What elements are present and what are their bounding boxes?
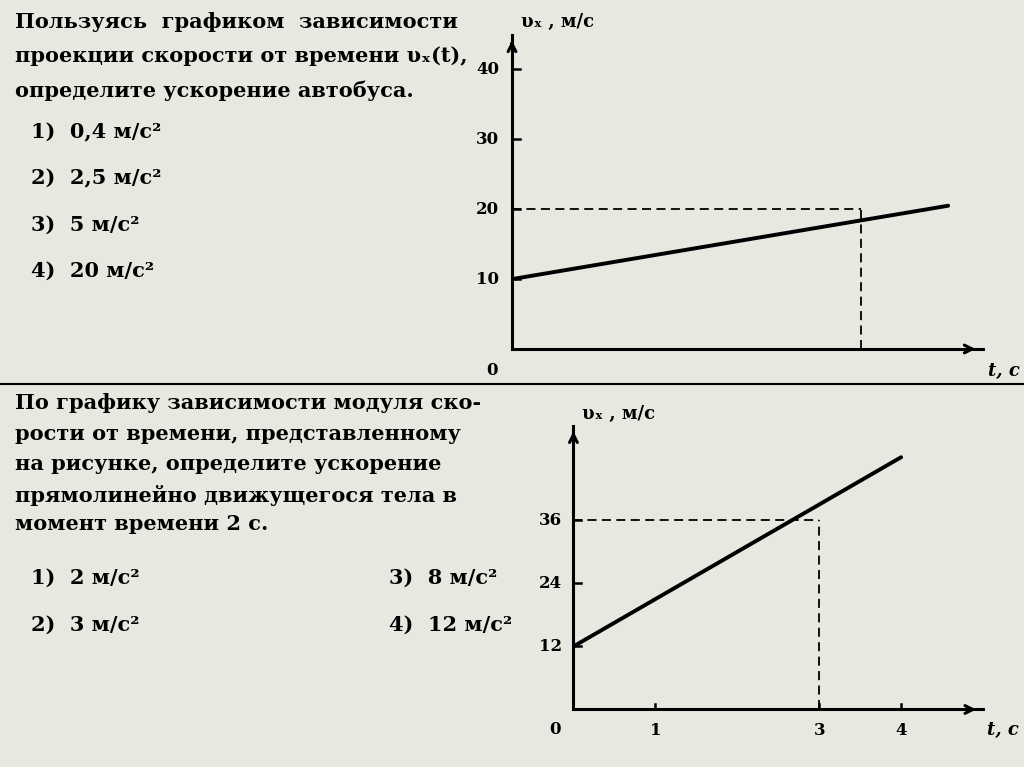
Text: Пользуясь  графиком  зависимости: Пользуясь графиком зависимости bbox=[15, 12, 458, 31]
Text: 20: 20 bbox=[476, 201, 500, 218]
Text: 0: 0 bbox=[486, 361, 498, 379]
Text: момент времени 2 с.: момент времени 2 с. bbox=[15, 514, 268, 534]
Text: 40: 40 bbox=[476, 61, 500, 78]
Text: 24: 24 bbox=[540, 574, 562, 592]
Text: 4)  12 м/с²: 4) 12 м/с² bbox=[389, 615, 512, 635]
Text: 1)  2 м/с²: 1) 2 м/с² bbox=[31, 568, 139, 588]
Text: 3)  8 м/с²: 3) 8 м/с² bbox=[389, 568, 498, 588]
Text: 4: 4 bbox=[895, 723, 907, 739]
Text: 30: 30 bbox=[476, 131, 500, 148]
Text: 2)  3 м/с²: 2) 3 м/с² bbox=[31, 615, 139, 635]
Text: 3)  5 м/с²: 3) 5 м/с² bbox=[31, 215, 139, 235]
Text: рости от времени, представленному: рости от времени, представленному bbox=[15, 424, 461, 444]
Text: 12: 12 bbox=[540, 638, 562, 655]
Text: 36: 36 bbox=[540, 512, 562, 528]
Text: 0: 0 bbox=[550, 721, 561, 738]
Text: 4)  20 м/с²: 4) 20 м/с² bbox=[31, 261, 154, 281]
Text: прямолинейно движущегося тела в: прямолинейно движущегося тела в bbox=[15, 485, 458, 505]
Text: проекции скорости от времени υₓ(t),: проекции скорости от времени υₓ(t), bbox=[15, 46, 468, 66]
Text: υₓ , м/с: υₓ , м/с bbox=[582, 405, 654, 423]
Text: на рисунке, определите ускорение: на рисунке, определите ускорение bbox=[15, 454, 441, 474]
Text: 2)  2,5 м/с²: 2) 2,5 м/с² bbox=[31, 169, 161, 189]
Text: 1)  0,4 м/с²: 1) 0,4 м/с² bbox=[31, 123, 161, 143]
Text: υₓ , м/с: υₓ , м/с bbox=[521, 13, 595, 31]
Text: t, с: t, с bbox=[988, 361, 1020, 380]
Text: 3: 3 bbox=[813, 723, 825, 739]
Text: t, с: t, с bbox=[987, 721, 1019, 739]
Text: 1: 1 bbox=[649, 723, 662, 739]
Text: По графику зависимости модуля ско-: По графику зависимости модуля ско- bbox=[15, 393, 481, 413]
Text: определите ускорение автобуса.: определите ускорение автобуса. bbox=[15, 81, 414, 101]
Text: 10: 10 bbox=[476, 271, 500, 288]
